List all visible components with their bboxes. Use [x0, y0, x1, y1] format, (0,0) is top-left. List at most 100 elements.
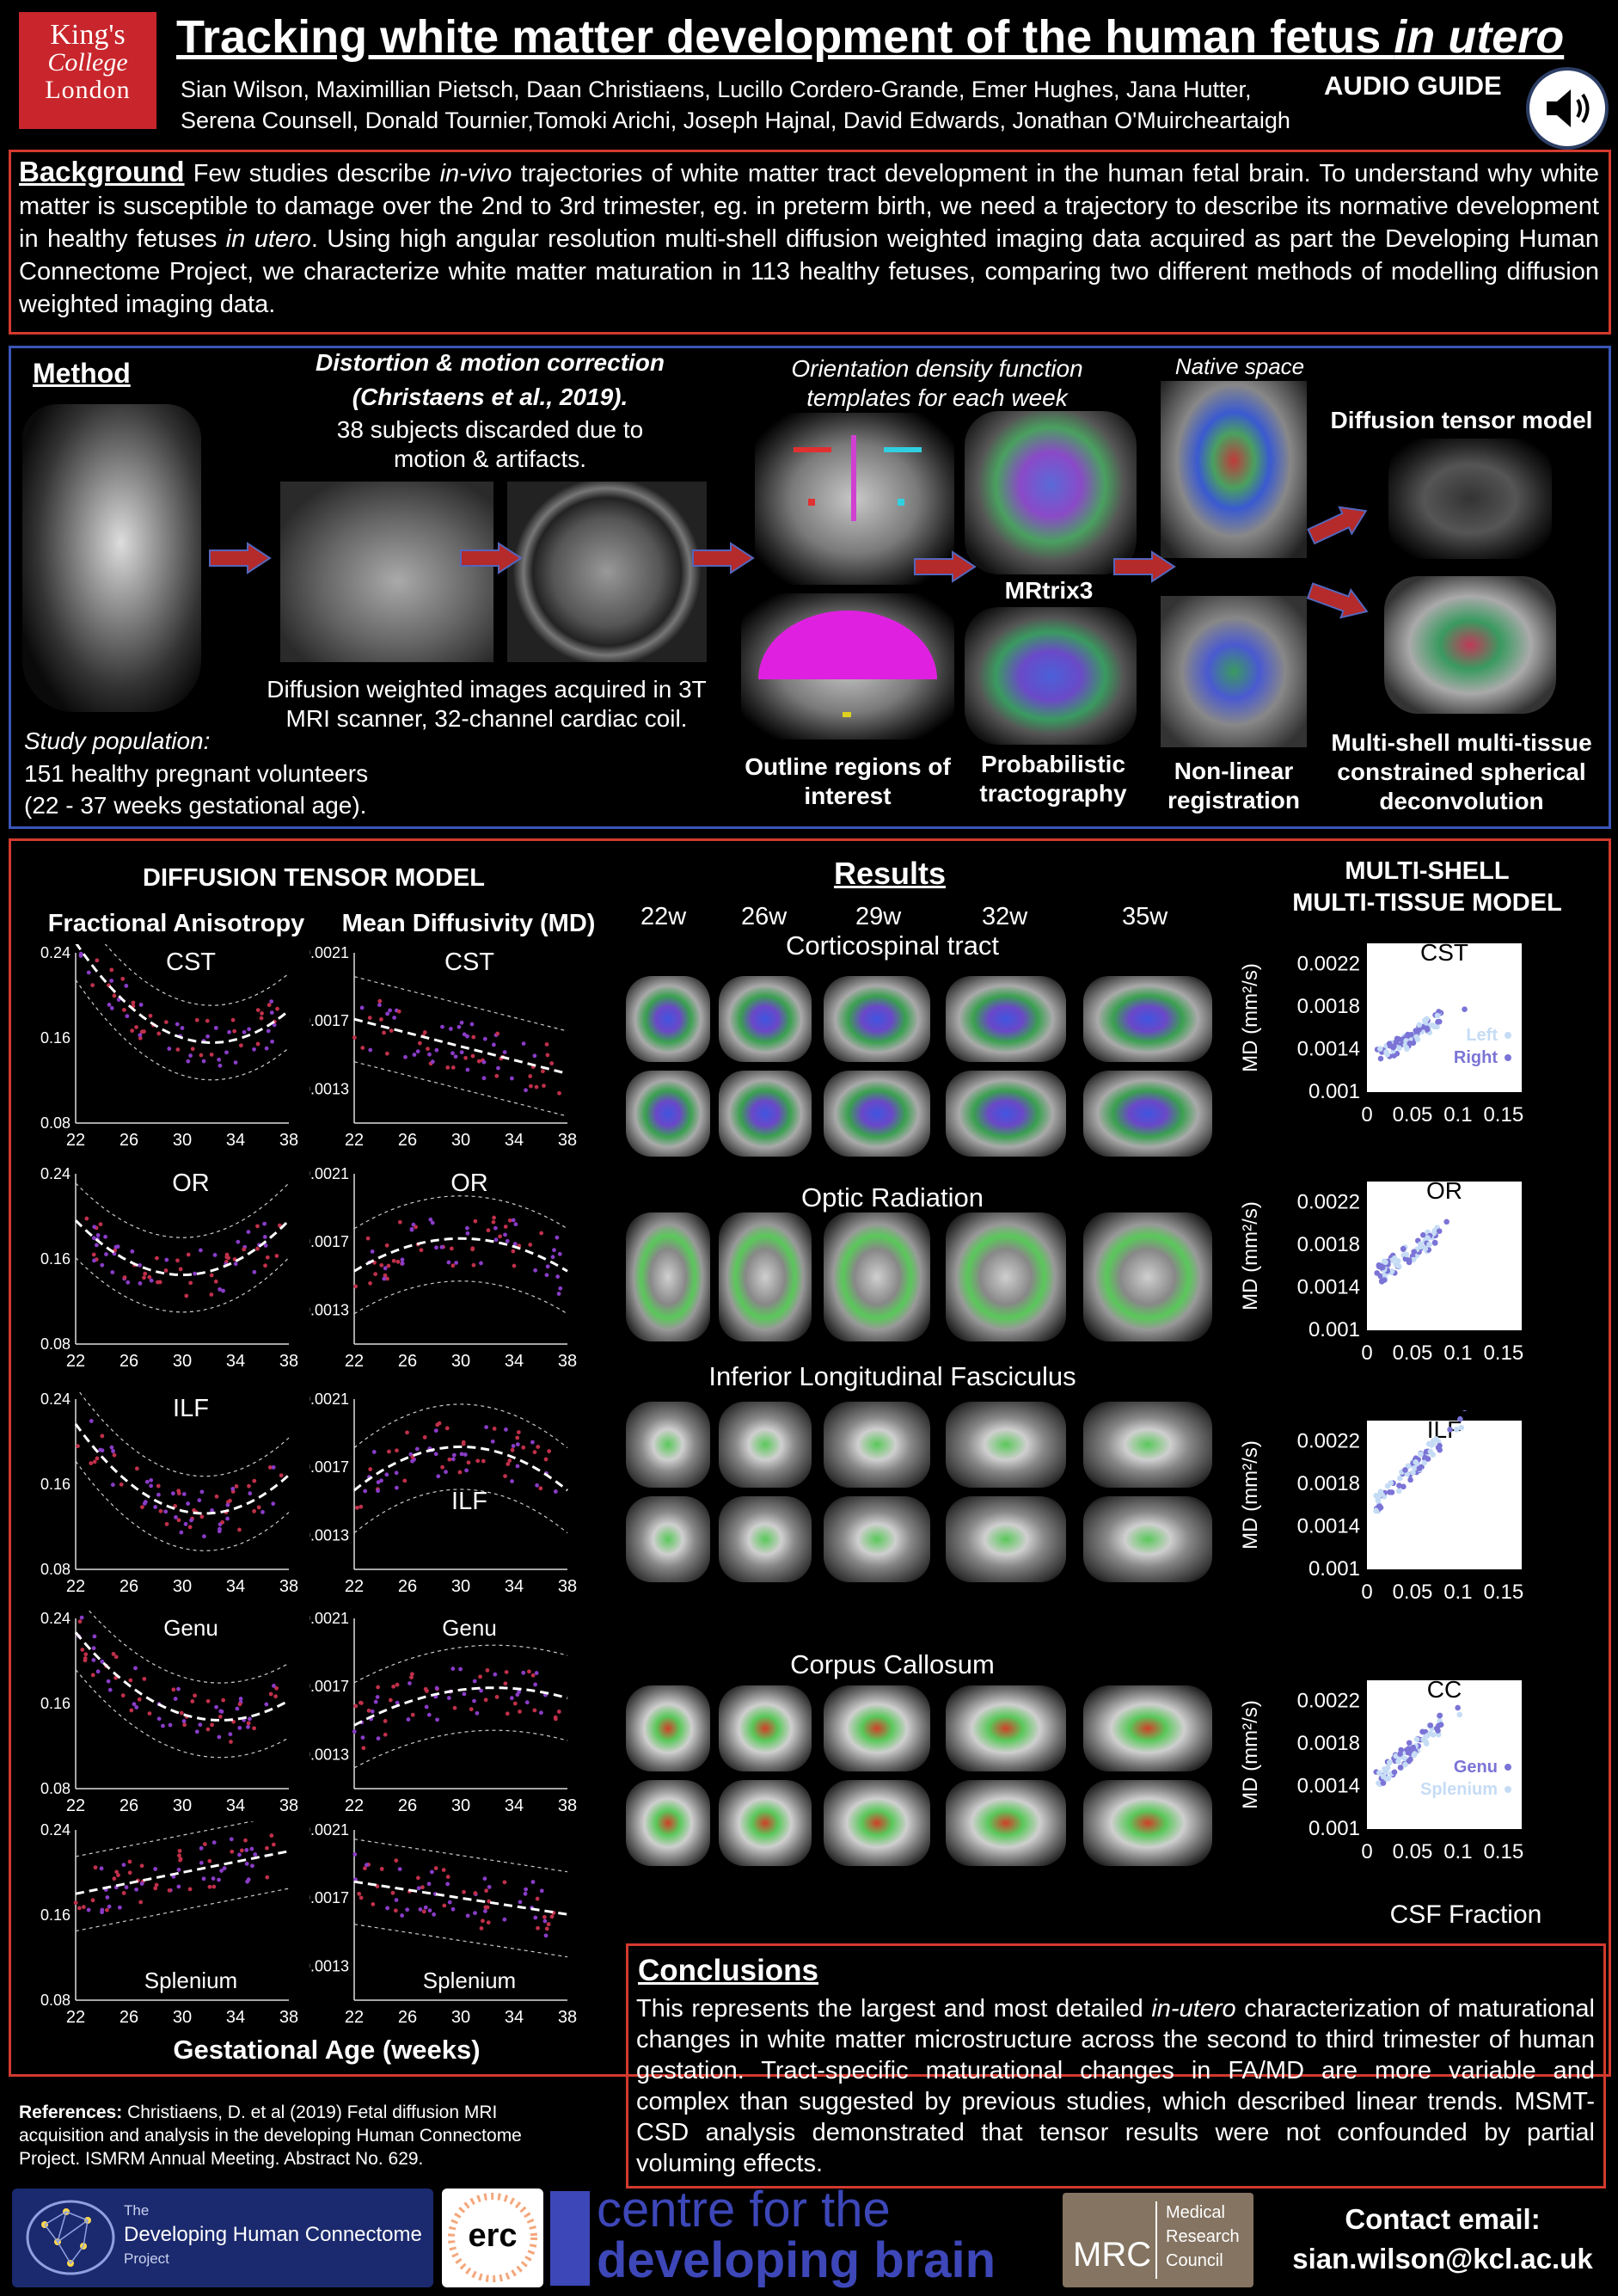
- x-tick-label: 0.05: [1393, 1840, 1433, 1863]
- scatter-point: [253, 1852, 258, 1857]
- scatter-point: [465, 1034, 469, 1039]
- scatter-point: [247, 1027, 252, 1032]
- scatter-point: [516, 1430, 521, 1434]
- scatter-point: [506, 1462, 511, 1466]
- scatter-point: [1402, 1761, 1408, 1768]
- x-tick-label: 0.1: [1443, 1103, 1472, 1127]
- scatter-point: [464, 1468, 469, 1473]
- x-tick-label: 34: [505, 1131, 524, 1150]
- x-tick-label: 0.05: [1393, 1581, 1433, 1604]
- scatter-point: [530, 1440, 535, 1445]
- scatter-point: [533, 1682, 538, 1687]
- x-tick-label: 0: [1361, 1840, 1372, 1863]
- scatter-point: [1376, 1770, 1382, 1776]
- scatter-point: [510, 1447, 515, 1452]
- tract-thumbnail: [719, 1780, 812, 1866]
- scatter-point: [183, 1521, 188, 1526]
- y-tick-label: 0.0017: [310, 1233, 349, 1250]
- tract-thumbnail: [946, 1071, 1066, 1157]
- scatter-point: [90, 983, 95, 988]
- scatter-point: [370, 1709, 375, 1714]
- tract-thumbnail: [824, 1780, 930, 1866]
- legend-marker: [1505, 1054, 1511, 1061]
- scatter-point: [244, 1861, 249, 1866]
- scatter-point: [452, 1705, 457, 1710]
- tract-label: ILF: [451, 1488, 487, 1515]
- native-space-caption: Native space: [1174, 353, 1305, 379]
- scatter-point: [252, 1047, 256, 1052]
- scatter-point: [479, 1688, 484, 1693]
- scatter-point: [267, 1464, 273, 1470]
- scatter-point: [265, 1845, 269, 1851]
- scatter-point: [81, 1905, 86, 1910]
- scatter-point: [217, 1877, 221, 1882]
- scatter-point: [76, 1444, 80, 1449]
- y-tick-label: 0.16: [40, 1029, 70, 1047]
- scatter-point: [130, 1249, 135, 1254]
- scatter-point: [498, 1234, 502, 1239]
- scatter-point: [472, 1698, 476, 1704]
- scatter-point: [1430, 1732, 1437, 1738]
- scatter-point: [167, 1888, 172, 1893]
- tract-label: Splenium: [423, 1968, 516, 1993]
- scatter-point: [167, 1047, 172, 1051]
- panel-title: OR: [1426, 1177, 1462, 1204]
- scatter-point: [1427, 1448, 1434, 1455]
- scatter-point: [92, 1634, 97, 1639]
- scatter-point: [373, 1272, 378, 1276]
- scatter-point: [513, 1222, 518, 1227]
- scatter-point: [521, 1041, 526, 1046]
- y-tick-label: 0.0017: [310, 1678, 349, 1695]
- scatter-point: [201, 1059, 206, 1064]
- scatter-point: [225, 1516, 230, 1521]
- tract-thumbnail: [946, 1402, 1066, 1488]
- scatter-point: [382, 1276, 387, 1281]
- x-tick-label: 0: [1361, 1103, 1372, 1127]
- contact-email[interactable]: sian.wilson@kcl.ac.uk: [1292, 2243, 1593, 2275]
- scatter-point: [502, 1917, 507, 1922]
- scatter-point: [252, 1269, 257, 1274]
- scatter-point: [106, 1679, 111, 1684]
- scatter-point: [539, 1231, 544, 1236]
- scatter-point: [1434, 1012, 1441, 1019]
- scatter-point: [265, 1255, 270, 1260]
- scatter-point: [109, 1445, 114, 1450]
- scatter-point: [530, 1673, 536, 1678]
- scatter-point: [1377, 1046, 1383, 1052]
- scatter-point: [199, 1053, 204, 1058]
- scatter-point: [1418, 1451, 1424, 1458]
- y-tick-label: 0.08: [40, 1335, 70, 1353]
- scatter-point: [1436, 1228, 1443, 1234]
- scatter-point: [217, 1057, 222, 1062]
- y-tick-label: 0.0021: [310, 1821, 349, 1839]
- speaker-icon[interactable]: [1526, 67, 1609, 150]
- tract-thumbnail: [1083, 1685, 1212, 1771]
- scatter-point: [246, 1230, 251, 1235]
- scatter-point: [426, 1882, 432, 1887]
- scatter-point: [120, 1693, 126, 1698]
- scatter-point: [461, 1441, 466, 1446]
- scatter-point: [273, 1694, 279, 1699]
- scatter-point: [409, 1227, 414, 1231]
- scatter-point: [138, 1262, 142, 1268]
- scatter-point: [266, 1028, 271, 1034]
- scatter-point: [391, 1684, 396, 1689]
- ci-lower: [353, 1061, 568, 1117]
- scatter-point: [174, 1515, 178, 1519]
- scatter-point: [1376, 1493, 1382, 1499]
- scatter-point: [433, 1428, 438, 1433]
- fit-line: [353, 1686, 568, 1727]
- legend-label: Genu: [1454, 1758, 1498, 1777]
- scatter-point: [90, 1673, 95, 1678]
- scatter-point: [221, 1697, 226, 1703]
- scatter-point: [1395, 1759, 1401, 1765]
- scatter-point: [98, 1447, 103, 1452]
- contact-label: Contact email:: [1345, 2203, 1541, 2235]
- scatter-point: [416, 1886, 421, 1891]
- scatter-point: [176, 1867, 181, 1872]
- scatter-point: [466, 1460, 471, 1465]
- scatter-point: [475, 1458, 481, 1464]
- scatter-point: [543, 1933, 549, 1938]
- scatter-point: [224, 1050, 229, 1055]
